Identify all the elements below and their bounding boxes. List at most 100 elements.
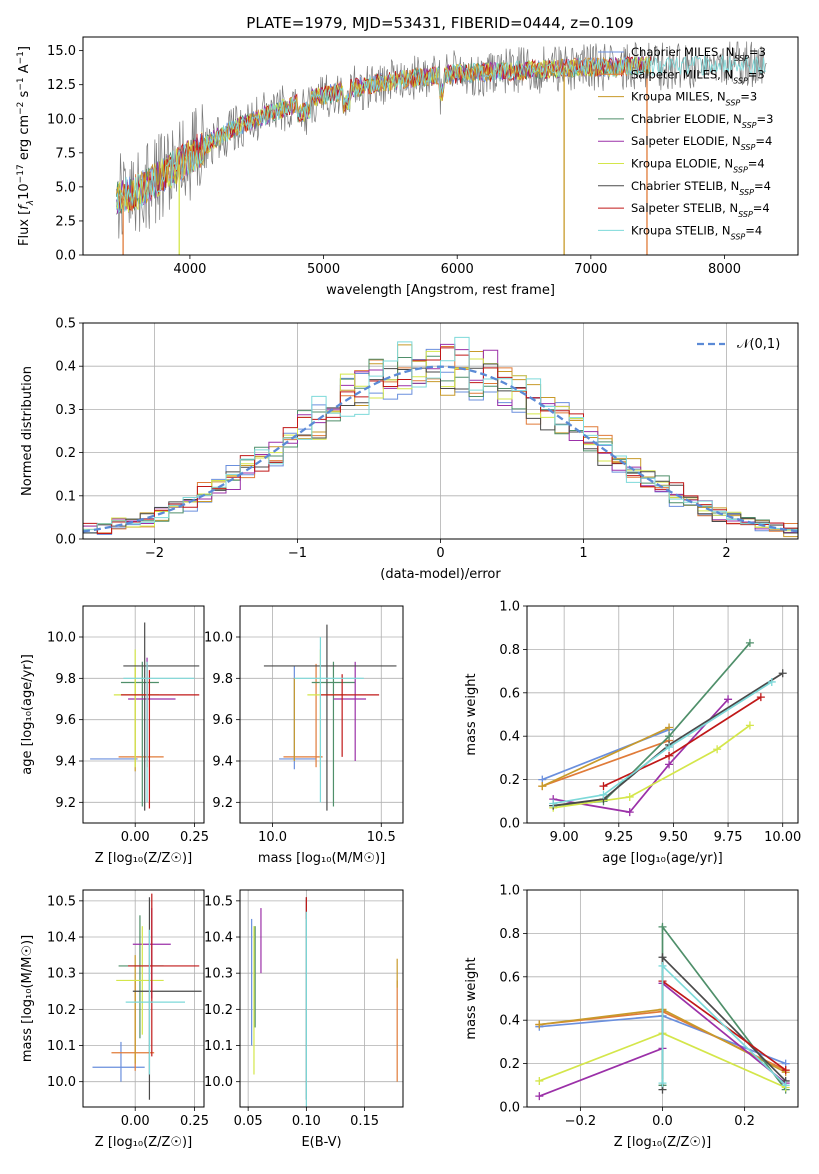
x-tick-label: 0 (436, 546, 444, 561)
y-tick-label: 9.6 (55, 713, 76, 728)
weight-series-line (553, 672, 784, 807)
x-axis-label: Z [log₁₀(Z/Z☉)] (95, 1135, 192, 1150)
y-tick-label: 0.5 (55, 317, 76, 332)
y-tick-label: 10.0 (47, 1075, 76, 1090)
y-tick-label: 10.0 (47, 112, 76, 127)
legend-sub: SSP (733, 165, 748, 174)
y-tick-label: 0.4 (499, 730, 520, 745)
y-tick-label: 0.2 (499, 1057, 520, 1072)
y-tick-label: 9.8 (55, 672, 76, 687)
y-tick-label: 10.4 (47, 931, 76, 946)
weight-series-line (553, 698, 729, 814)
legend-label: Chabrier ELODIE, NSSP=3 (631, 112, 773, 129)
legend-label: Salpeter STELIB, NSSP=4 (631, 201, 770, 219)
y-axis-label: age [log₁₀(age/yr)] (20, 654, 35, 775)
legend-label: Kroupa MILES, NSSP=3 (631, 90, 757, 108)
legend-name: Salpeter ELODIE, N (631, 134, 741, 148)
axes-frame (239, 605, 404, 824)
weight-series-line (661, 963, 787, 1086)
y-tick-label: 9.8 (212, 672, 233, 687)
x-tick-label: 9.50 (659, 830, 688, 845)
normal-reference-curve (83, 365, 798, 533)
y-tick-label: 12.5 (47, 78, 76, 93)
y-tick-label: 10.1 (204, 1039, 233, 1054)
legend-name: Kroupa MILES, N (631, 90, 726, 104)
axes-frame (82, 36, 799, 256)
y-label-part: −1 (16, 51, 26, 64)
y-tick-label: 0.8 (499, 927, 520, 942)
y-tick-label: 0.2 (499, 773, 520, 788)
y-axis-label: Flux [fλ10−17 erg cm−2 s−1 A−1] (16, 46, 36, 246)
legend-value: =4 (755, 134, 772, 148)
legend-name: Salpeter STELIB, N (631, 201, 738, 215)
x-axis-label: E(B-V) (301, 1135, 341, 1150)
y-tick-label: 10.3 (47, 967, 76, 982)
axes-frame (526, 889, 799, 1108)
weight-marker (745, 638, 754, 647)
weight-series-line (553, 681, 773, 805)
weight-series-line (553, 642, 751, 807)
x-tick-label: 6000 (441, 262, 474, 277)
y-tick-label: 1.0 (499, 884, 520, 899)
y-label-part: Flux [ (17, 210, 32, 246)
weight-marker (745, 721, 754, 730)
x-tick-label: 10.0 (258, 830, 287, 845)
weight-marker (665, 723, 674, 732)
x-tick-label: 0.05 (234, 1114, 263, 1129)
y-label-part: erg cm (17, 115, 32, 164)
legend-value: =4 (754, 179, 771, 193)
x-tick-label: −0.2 (565, 1114, 597, 1129)
x-tick-label: −2 (145, 546, 164, 561)
legend-sub: SSP (741, 143, 756, 152)
axes-frame (82, 322, 799, 540)
x-tick-label: 9.00 (550, 830, 579, 845)
weight-series-line (553, 724, 751, 809)
y-axis-label: mass weight (464, 673, 479, 755)
x-axis-label: wavelength [Angstrom, rest frame] (326, 283, 555, 298)
y-tick-label: 10.0 (204, 631, 233, 646)
weight-marker (658, 953, 667, 962)
legend-value: =3 (748, 67, 765, 81)
legend-value: =3 (749, 45, 766, 59)
legend-value: =3 (740, 90, 757, 104)
x-axis-label: Z [log₁₀(Z/Z☉)] (95, 851, 192, 866)
plot-area-age_vs_mass (263, 624, 397, 811)
legend-label: Chabrier MILES, NSSP=3 (631, 45, 766, 63)
weight-series-line (603, 696, 762, 787)
y-tick-label: 5.0 (55, 180, 76, 195)
x-tick-label: 0.25 (180, 830, 209, 845)
x-tick-label: 5000 (307, 262, 340, 277)
legend-sub: SSP (726, 98, 741, 107)
spectrum-line (116, 55, 767, 214)
weight-marker (535, 1092, 544, 1101)
legend-name: Chabrier STELIB, N (631, 179, 739, 193)
y-tick-label: 0.0 (55, 249, 76, 264)
weight-marker (535, 1076, 544, 1085)
y-tick-label: 10.1 (47, 1039, 76, 1054)
y-tick-label: 0.0 (499, 817, 520, 832)
legend-name: Kroupa STELIB, N (631, 223, 731, 237)
weight-marker (767, 677, 776, 686)
legend-name: Salpeter MILES, N (631, 67, 733, 81)
y-label-part: s (17, 90, 32, 101)
x-axis-label: age [log₁₀(age/yr)] (602, 851, 723, 866)
spectrum-line (116, 56, 651, 213)
panel-weight_vs_age: 9.00 9.25 9.50 9.75 10.00 0.0 0.2 0.4 0.6 0.8 1.0 a… (464, 600, 801, 867)
y-tick-label: 10.0 (47, 631, 76, 646)
axes-frame (82, 605, 205, 824)
x-tick-label: 0.10 (292, 1114, 321, 1129)
weight-marker (625, 808, 634, 817)
weight-series-line (542, 739, 670, 787)
x-axis-label: Z [log₁₀(Z/Z☉)] (614, 1135, 711, 1150)
plot-area-residuals (83, 336, 798, 538)
y-tick-label: 0.3 (55, 403, 76, 418)
panel-weight_vs_Z: −0.2 0.0 0.2 0.0 0.2 0.4 0.6 0.8 1.0 Z [log₁₀(Z/Z… (464, 884, 799, 1150)
y-axis-label: Normed distribution (20, 366, 35, 496)
panel-spectrum: 4000 5000 6000 7000 8000 0.0 2.5 5.0 7.5 10.0 12.5… (16, 36, 799, 298)
plot-area-weight_vs_Z (535, 922, 790, 1101)
legend-name: Chabrier MILES, N (631, 45, 734, 59)
weight-series-line (661, 924, 787, 1091)
legend-sub: SSP (733, 76, 748, 85)
legend-label: Kroupa STELIB, NSSP=4 (631, 223, 762, 241)
